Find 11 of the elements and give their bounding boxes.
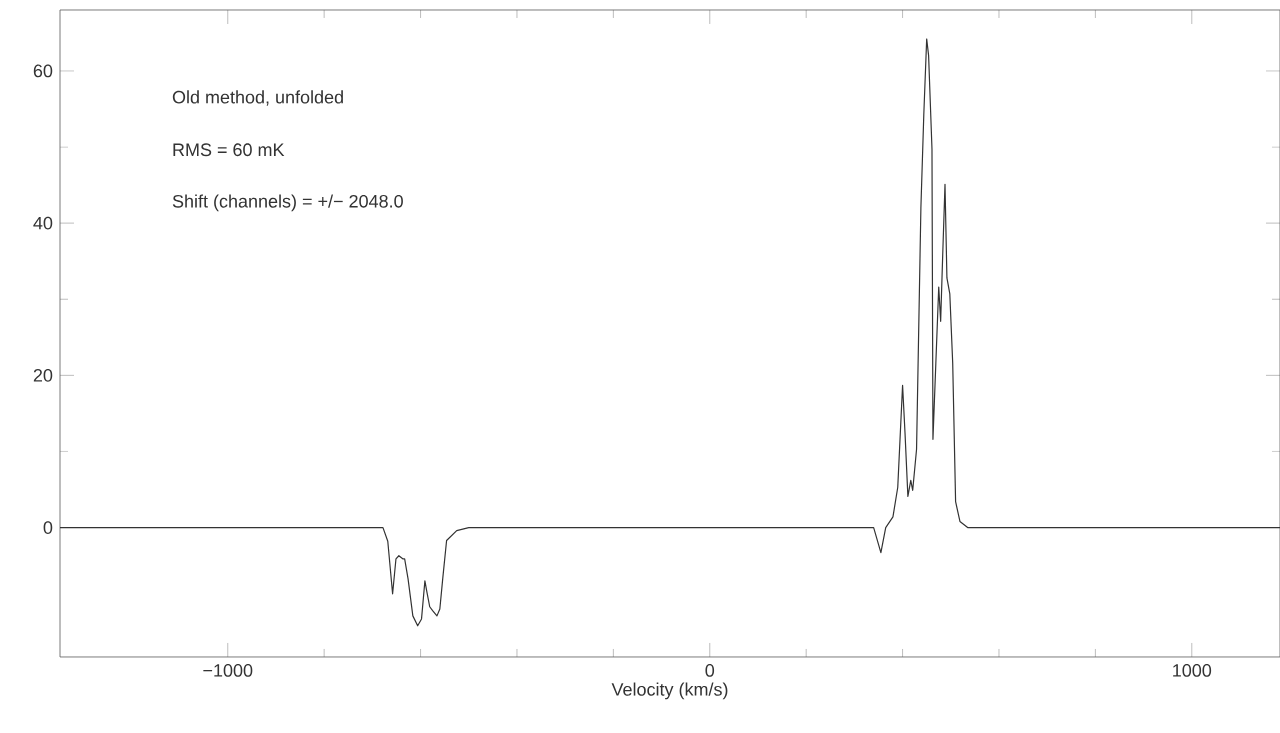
x-axis-title: Velocity (km/s) — [611, 682, 728, 700]
x-tick-label: 0 — [705, 664, 715, 677]
y-tick-label: 40 — [33, 216, 53, 230]
annotation: RMS = 60 mK — [173, 143, 285, 157]
x-tick-label: 1000 — [1173, 664, 1212, 677]
y-tick-label: 60 — [33, 64, 53, 78]
y-tick-label: 20 — [33, 368, 53, 382]
y-tick-label: 0 — [43, 521, 53, 534]
annotation: Old method, unfolded — [172, 90, 343, 106]
x-tick-label: −1000 — [203, 664, 253, 677]
annotation: Shift (channels) = +/− 2048.0 — [172, 194, 403, 212]
